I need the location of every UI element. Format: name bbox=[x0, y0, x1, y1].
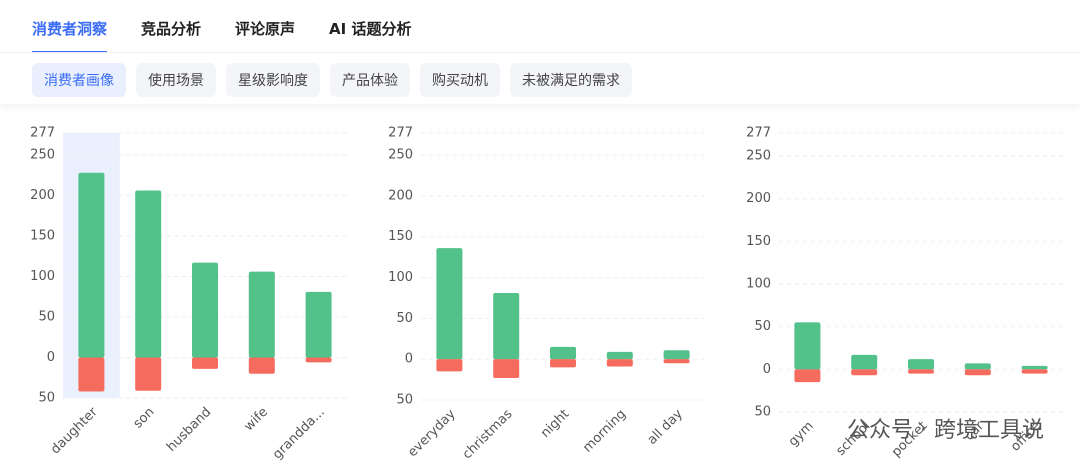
y-tick-label: 0 bbox=[405, 352, 413, 367]
subtab[interactable]: 消费者画像 bbox=[32, 63, 126, 97]
x-tick-label: christmas bbox=[460, 407, 516, 463]
bar bbox=[78, 172, 105, 358]
bar bbox=[606, 351, 633, 360]
y-tick-label: 200 bbox=[746, 191, 771, 206]
y-tick-label: 50 bbox=[38, 391, 55, 406]
x-tick-label: all day bbox=[645, 406, 686, 447]
y-tick-label: 100 bbox=[388, 270, 413, 285]
bar bbox=[550, 346, 576, 360]
bar bbox=[794, 369, 821, 383]
subtab[interactable]: 未被满足的需求 bbox=[510, 63, 632, 97]
y-tick-label: 150 bbox=[746, 234, 771, 249]
y-tick-label: 200 bbox=[30, 188, 55, 203]
x-tick-label: husband bbox=[164, 405, 214, 455]
header: 消费者洞察 竞品分析 评论原声 AI 话题分析 消费者画像 使用场景 星级影响度… bbox=[0, 0, 1080, 104]
bar bbox=[78, 357, 105, 392]
y-tick-label: 250 bbox=[388, 148, 413, 163]
subtab-bar: 消费者画像 使用场景 星级影响度 产品体验 购买动机 未被满足的需求 bbox=[32, 63, 632, 97]
x-tick-label: daughter bbox=[48, 404, 101, 457]
bar bbox=[248, 271, 275, 358]
bar bbox=[851, 369, 878, 376]
bar bbox=[794, 322, 821, 370]
bar bbox=[964, 363, 991, 370]
tab[interactable]: 评论原声 bbox=[235, 20, 296, 38]
bar bbox=[1021, 365, 1048, 370]
bar bbox=[1021, 369, 1048, 374]
y-tick-label: 100 bbox=[746, 277, 771, 292]
y-tick-label: 100 bbox=[30, 269, 55, 284]
y-tick-label: 50 bbox=[396, 393, 413, 408]
watermark: 公众号 · 跨境工具说 bbox=[847, 418, 1044, 443]
bar bbox=[964, 369, 991, 376]
y-tick-label: 250 bbox=[746, 149, 771, 164]
x-tick-label: wife bbox=[242, 405, 272, 435]
bar bbox=[493, 293, 520, 360]
tab[interactable]: 竞品分析 bbox=[141, 20, 202, 38]
tab[interactable]: 消费者洞察 bbox=[32, 18, 108, 53]
bar bbox=[436, 359, 463, 372]
y-tick-label: 0 bbox=[763, 362, 771, 377]
bar bbox=[493, 359, 520, 378]
bar bbox=[663, 350, 690, 360]
divider bbox=[0, 52, 1080, 53]
bar bbox=[851, 354, 878, 370]
x-tick-label: son bbox=[131, 405, 158, 432]
y-tick-label: 50 bbox=[754, 319, 771, 334]
y-tick-label: 277 bbox=[30, 126, 55, 141]
bar bbox=[192, 357, 218, 369]
y-tick-label: 0 bbox=[47, 350, 55, 365]
y-tick-label: 250 bbox=[30, 147, 55, 162]
bar bbox=[192, 262, 218, 358]
bar bbox=[135, 190, 162, 358]
subtab[interactable]: 产品体验 bbox=[330, 63, 410, 97]
bar bbox=[606, 359, 633, 367]
subtab[interactable]: 购买动机 bbox=[420, 63, 500, 97]
x-tick-label: morning bbox=[580, 407, 629, 456]
y-tick-label: 277 bbox=[388, 126, 413, 141]
bar bbox=[908, 369, 934, 374]
tab[interactable]: AI 话题分析 bbox=[329, 20, 412, 38]
subtab[interactable]: 使用场景 bbox=[136, 63, 216, 97]
y-tick-label: 50 bbox=[754, 405, 771, 420]
x-tick-label: gym bbox=[786, 419, 817, 450]
x-tick-label: grandda... bbox=[270, 405, 328, 463]
y-tick-label: 150 bbox=[388, 229, 413, 244]
bar bbox=[305, 357, 332, 363]
y-tick-label: 50 bbox=[396, 311, 413, 326]
subtab[interactable]: 星级影响度 bbox=[226, 63, 320, 97]
x-tick-label: everyday bbox=[405, 406, 459, 460]
bar bbox=[663, 359, 690, 364]
y-tick-label: 150 bbox=[30, 228, 55, 243]
y-tick-label: 277 bbox=[746, 126, 771, 141]
bar bbox=[550, 359, 576, 368]
x-tick-label: night bbox=[538, 407, 572, 441]
y-tick-label: 50 bbox=[38, 309, 55, 324]
bar bbox=[135, 357, 162, 391]
bar bbox=[908, 359, 934, 370]
y-tick-label: 200 bbox=[388, 188, 413, 203]
bar bbox=[305, 291, 332, 358]
bar bbox=[248, 357, 275, 374]
tab-bar: 消费者洞察 竞品分析 评论原声 AI 话题分析 bbox=[32, 18, 411, 53]
bar bbox=[436, 248, 463, 360]
